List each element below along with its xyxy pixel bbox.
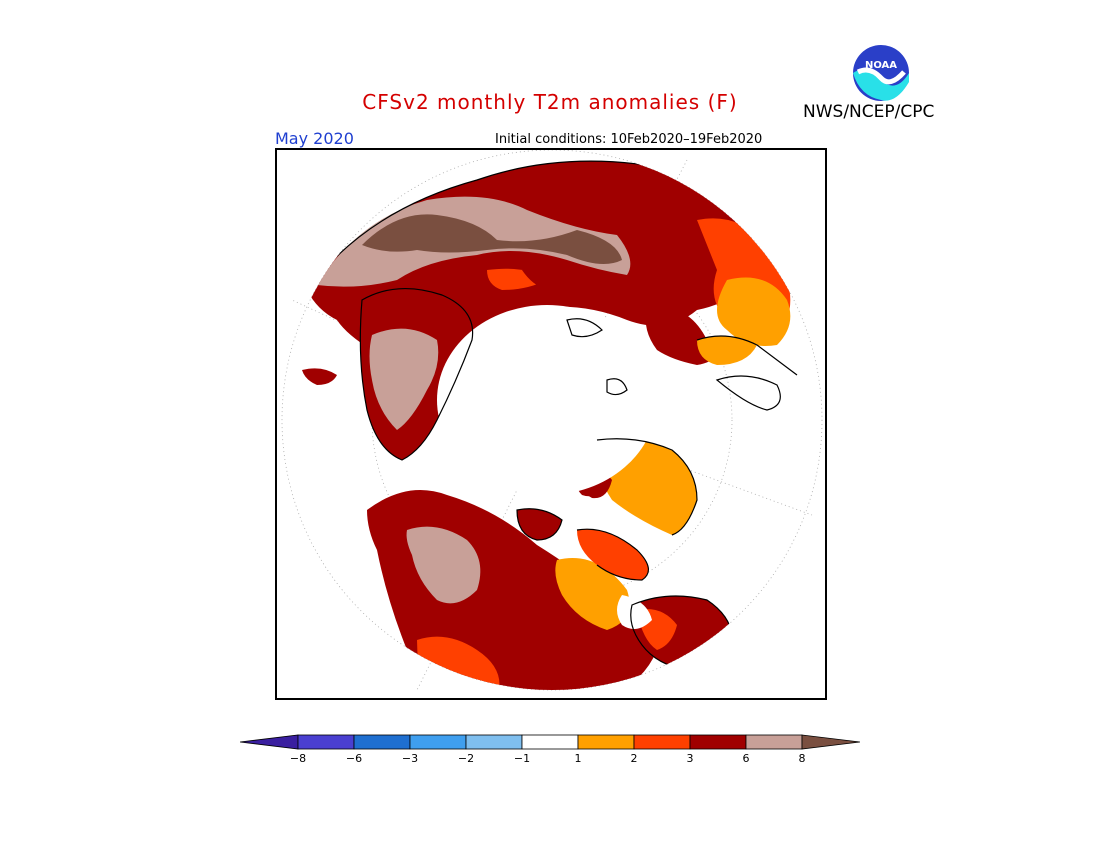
colorbar [240,734,860,750]
polar-map-frame [275,148,827,700]
noaa-logo-text: NOAA [865,60,897,71]
arctic-ocean [437,305,657,629]
colorbar-label: −1 [513,752,531,765]
colorbar-label: −2 [457,752,475,765]
colorbar-label: 2 [630,752,638,765]
colorbar-label: 8 [798,752,806,765]
forecast-month: May 2020 [275,129,354,148]
colorbar-cell [689,734,747,750]
greenland-landmass [302,261,577,460]
north-america-landmass [367,469,657,690]
colorbar-arrow-left [240,734,299,750]
colorbar-label: −3 [401,752,419,765]
colorbar-label: −6 [345,752,363,765]
colorbar-cell [577,734,635,750]
colorbar-cell [409,734,467,750]
colorbar-label: −8 [289,752,307,765]
colorbar-arrow-right [801,734,860,750]
colorbar-label: 6 [742,752,750,765]
colorbar-label: 3 [686,752,694,765]
colorbar-cell [633,734,691,750]
colorbar-cell [297,734,355,750]
colorbar-cell [465,734,523,750]
agency-label: NWS/NCEP/CPC [803,102,935,122]
colorbar-cell [521,734,579,750]
colorbar-cell [353,734,411,750]
initial-conditions: Initial conditions: 10Feb2020–19Feb2020 [495,132,763,147]
colorbar-label: 1 [574,752,582,765]
map-title: CFSv2 monthly T2m anomalies (F) [362,90,738,114]
noaa-logo: NOAA [851,43,911,103]
coastlines [306,160,798,671]
polar-map [281,150,823,691]
colorbar-cell [745,734,803,750]
